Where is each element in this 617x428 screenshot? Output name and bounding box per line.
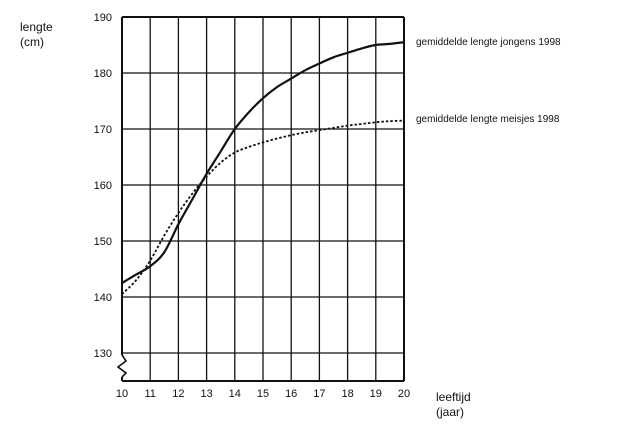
x-tick-label-18: 18 — [341, 388, 353, 400]
x-tick-label-20: 20 — [398, 388, 410, 400]
y-axis-label: lengte (cm) — [20, 20, 53, 50]
series-legend: gemiddelde lengte jongens 1998 gemiddelde… — [416, 37, 561, 125]
y-tick-label-190: 190 — [94, 12, 112, 24]
legend-label-meisjes: gemiddelde lengte meisjes 1998 — [416, 114, 560, 125]
y-tick-label-150: 150 — [94, 236, 112, 248]
x-axis-label: leeftijd (jaar) — [436, 390, 471, 420]
series-line-meisjes — [121, 119, 405, 295]
x-tick-label-14: 14 — [229, 388, 241, 400]
x-tick-label-10: 10 — [116, 388, 128, 400]
x-tick-label-19: 19 — [370, 388, 382, 400]
y-tick-label-170: 170 — [94, 124, 112, 136]
x-tick-label-12: 12 — [172, 388, 184, 400]
y-tick-label-140: 140 — [94, 292, 112, 304]
legend-label-jongens: gemiddelde lengte jongens 1998 — [416, 37, 561, 48]
x-axis-label-line-2: (jaar) — [436, 405, 465, 419]
y-tick-label-130: 130 — [94, 348, 112, 360]
series-line-jongens — [121, 41, 405, 284]
x-tick-label-13: 13 — [200, 388, 212, 400]
y-tick-label-180: 180 — [94, 68, 112, 80]
x-tick-label-16: 16 — [285, 388, 297, 400]
x-axis-label-line-1: leeftijd — [436, 390, 471, 404]
x-tick-label-17: 17 — [313, 388, 325, 400]
y-axis-label-line-1: lengte — [20, 20, 53, 34]
series-lines — [121, 41, 405, 295]
x-tick-label-15: 15 — [257, 388, 269, 400]
y-tick-label-160: 160 — [94, 180, 112, 192]
y-axis-label-line-2: (cm) — [20, 35, 44, 49]
grid — [116, 16, 405, 382]
tick-labels: 130 140 150 160 170 180 190 10 11 12 13 14 15 16 17 18 1… — [94, 12, 410, 400]
y-axis-break-mark — [116, 354, 128, 378]
x-tick-label-11: 11 — [144, 388, 155, 400]
